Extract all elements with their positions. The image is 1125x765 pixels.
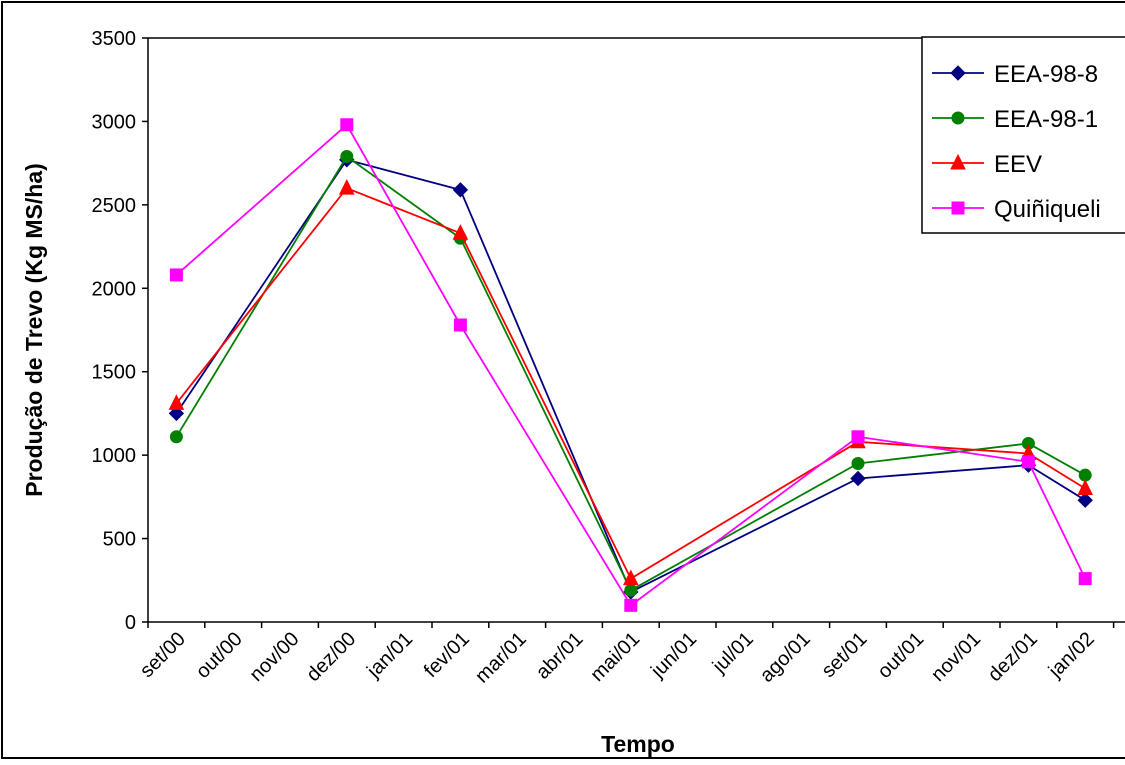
data-point [168,394,185,410]
legend-label: EEA-98-8 [994,61,1098,88]
data-point [622,569,639,586]
y-tick-label: 2000 [92,278,137,300]
legend-item: Quiñiqueli [932,196,1101,223]
x-axis-title: Tempo [601,731,675,757]
y-tick-label: 3000 [92,111,137,133]
data-point [850,470,866,487]
data-point [1077,479,1094,496]
y-tick-label: 3500 [92,28,137,50]
legend-item: EEA-98-8 [932,61,1098,88]
data-point [1077,492,1093,508]
data-point [452,224,469,240]
y-axis-ticks: 0 500 1000 1500 2000 2500 3000 3500 [92,28,148,634]
legend: EEA-98-8 EEA-98-1 EEV Quiñiqueli [921,36,1125,234]
data-point [851,456,865,470]
legend-item: EEV [932,151,1042,178]
legend-marker [951,201,965,215]
y-tick-label: 0 [125,612,136,634]
data-point [624,598,638,612]
y-tick-label: 2500 [92,195,137,217]
legend-label: EEA-98-1 [994,106,1098,133]
legend-marker [951,111,965,125]
data-point [452,182,469,198]
legend-marker [950,153,966,170]
y-tick-label: 500 [103,529,136,551]
data-point [1078,572,1092,586]
series-layer [168,118,1094,612]
data-point [168,405,185,422]
data-point [340,118,354,132]
legend-label: EEV [994,151,1042,178]
data-point [1078,468,1092,482]
y-tick-label: 1500 [92,362,137,384]
data-point [340,149,354,163]
data-point [169,268,183,282]
legend-marker [950,65,966,81]
y-tick-label: 1000 [92,445,137,467]
series-4 [169,118,1092,612]
data-point [851,430,865,444]
data-point [624,583,638,597]
legend-item: EEA-98-1 [932,106,1098,133]
y-axis-title: Produção de Trevo (Kg MS/ha) [21,163,47,497]
data-point [1021,455,1035,469]
legend-label: Quiñiqueli [994,196,1101,223]
data-point [338,179,355,195]
data-point [169,430,183,444]
data-point [453,318,467,332]
